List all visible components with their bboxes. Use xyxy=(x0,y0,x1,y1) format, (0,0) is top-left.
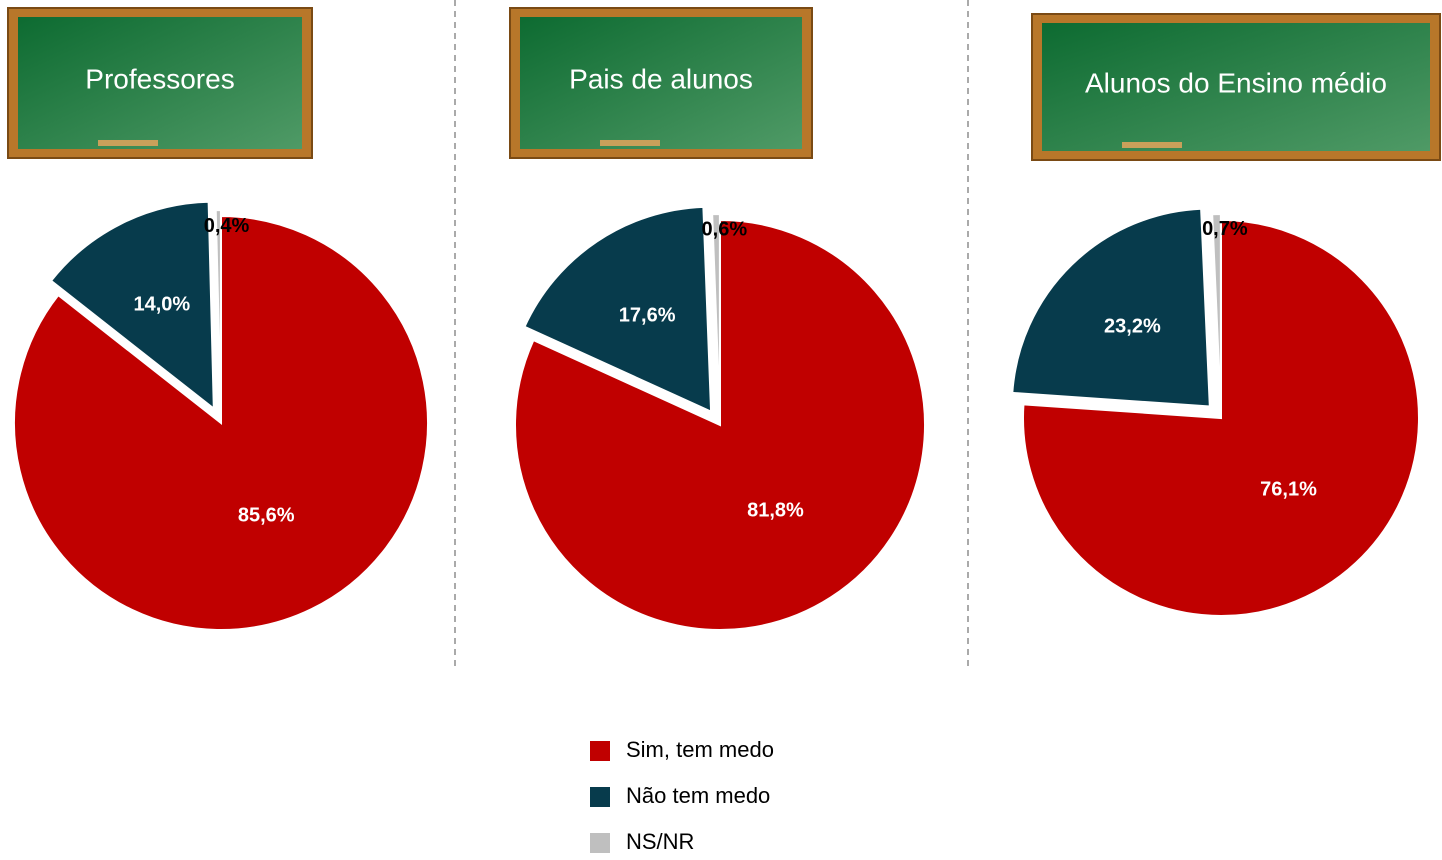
pie-slice xyxy=(711,213,721,420)
data-label: 76,1% xyxy=(1260,479,1317,501)
pie-slice xyxy=(1022,218,1420,617)
chart-title: Alunos do Ensino médio xyxy=(1085,67,1387,98)
data-label: 85,6% xyxy=(238,504,295,526)
data-label: 17,6% xyxy=(619,305,676,327)
legend-label: Sim, tem medo xyxy=(626,737,774,762)
data-label: 0,6% xyxy=(702,219,748,241)
pie-slice xyxy=(523,205,713,414)
legend-swatch xyxy=(590,833,610,853)
chalk-tray xyxy=(1122,142,1182,148)
data-label: 23,2% xyxy=(1104,315,1161,337)
data-label: 14,0% xyxy=(133,293,190,315)
legend-swatch xyxy=(590,787,610,807)
pie-slice xyxy=(1211,213,1222,413)
pie-slice xyxy=(13,214,429,631)
legend-label: Não tem medo xyxy=(626,783,770,808)
board xyxy=(520,17,802,149)
chalk-tray xyxy=(98,140,158,146)
pie-slice xyxy=(214,208,222,418)
chalk-tray xyxy=(600,140,660,146)
legend-swatch xyxy=(590,741,610,761)
pie-slice xyxy=(514,218,926,631)
chart-title: Professores xyxy=(85,63,234,94)
data-label: 0,7% xyxy=(1202,218,1248,240)
pie-slice xyxy=(49,200,215,411)
board xyxy=(1042,23,1430,151)
pie-slice xyxy=(1011,207,1211,408)
data-label: 0,4% xyxy=(204,215,250,237)
legend-label: NS/NR xyxy=(626,829,694,854)
data-label: 81,8% xyxy=(747,499,804,521)
board xyxy=(18,17,302,149)
chart-title: Pais de alunos xyxy=(569,63,753,94)
